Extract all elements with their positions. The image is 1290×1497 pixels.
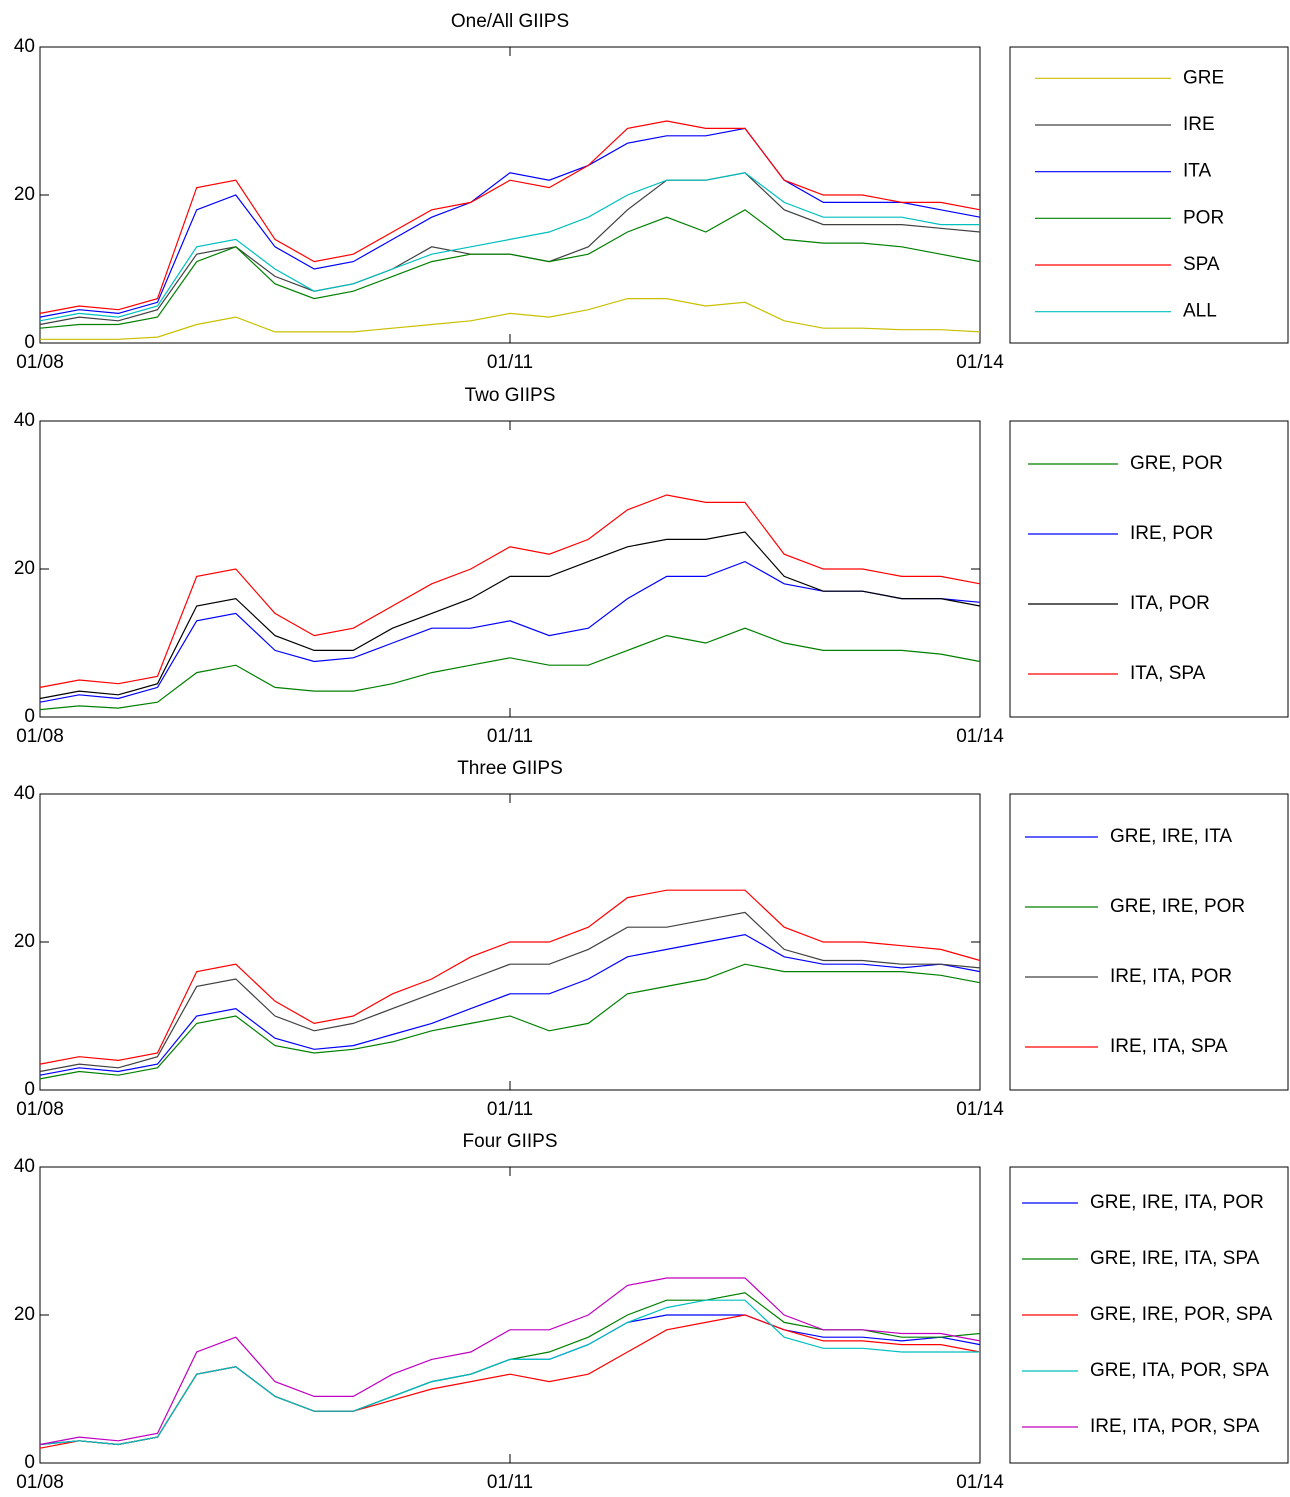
- series-line: [39, 531, 981, 700]
- legend-label: ITA, SPA: [1130, 663, 1206, 684]
- series-line: [39, 627, 981, 711]
- x-tick-label: 01/11: [487, 726, 533, 747]
- chart-title: One/All GIIPS: [451, 11, 569, 32]
- y-tick-label: 40: [14, 783, 35, 804]
- series-line: [39, 933, 981, 1076]
- x-tick-label: 01/08: [16, 1099, 64, 1120]
- legend-label: ITA, POR: [1130, 593, 1210, 614]
- series-line: [39, 1299, 980, 1446]
- x-tick-label: 01/14: [956, 726, 1004, 747]
- series-line: [40, 298, 981, 340]
- chart-title: Four GIIPS: [462, 1131, 557, 1152]
- x-tick-label: 01/11: [487, 1099, 533, 1120]
- chart-title: Two GIIPS: [465, 385, 556, 406]
- y-tick-label: 0: [24, 1452, 35, 1473]
- y-tick-label: 20: [14, 558, 35, 579]
- legend-box: [1009, 46, 1289, 344]
- y-tick-label: 20: [14, 184, 35, 205]
- chart-title: Three GIIPS: [457, 758, 563, 779]
- x-tick-label: 01/08: [16, 726, 64, 747]
- y-tick-label: 40: [14, 36, 35, 57]
- legend-label: GRE, IRE, ITA, POR: [1090, 1192, 1264, 1213]
- series-line: [39, 911, 981, 1073]
- y-tick-label: 0: [24, 332, 35, 353]
- legend-label: GRE, IRE, ITA, SPA: [1090, 1248, 1260, 1269]
- y-tick-label: 20: [14, 931, 35, 952]
- legend-label: GRE, POR: [1130, 453, 1223, 474]
- legend-label: IRE, ITA, POR: [1110, 966, 1232, 987]
- series-line: [39, 127, 981, 318]
- legend-label: SPA: [1183, 254, 1220, 275]
- legend-label: GRE, IRE, POR, SPA: [1090, 1304, 1273, 1325]
- x-tick-label: 01/11: [487, 1472, 533, 1493]
- y-tick-label: 0: [24, 1079, 35, 1100]
- y-tick-label: 40: [14, 1156, 35, 1177]
- legend-label: ITA: [1183, 161, 1211, 182]
- legend-label: GRE, ITA, POR, SPA: [1090, 1360, 1269, 1381]
- legend-label: GRE: [1183, 67, 1224, 88]
- series-line: [39, 889, 981, 1065]
- legend-box: [1009, 793, 1289, 1091]
- x-tick-label: 01/08: [16, 1472, 64, 1493]
- x-tick-label: 01/14: [956, 1472, 1004, 1493]
- series-line: [39, 209, 981, 329]
- legend-label: ALL: [1183, 301, 1217, 322]
- legend-label: IRE, ITA, SPA: [1110, 1036, 1228, 1057]
- series-line: [39, 120, 981, 314]
- legend-label: IRE, POR: [1130, 523, 1213, 544]
- plot-area: [39, 1166, 981, 1464]
- series-line: [39, 172, 980, 322]
- legend-label: GRE, IRE, POR: [1110, 896, 1245, 917]
- x-tick-label: 01/08: [16, 352, 64, 373]
- x-tick-label: 01/14: [956, 1099, 1004, 1120]
- legend-box: [1009, 420, 1289, 718]
- y-tick-label: 20: [14, 1304, 35, 1325]
- x-tick-label: 01/11: [487, 352, 533, 373]
- series-line: [39, 963, 981, 1080]
- legend-label: POR: [1183, 207, 1224, 228]
- y-tick-label: 0: [24, 706, 35, 727]
- legend-label: IRE, ITA, POR, SPA: [1090, 1416, 1260, 1437]
- y-tick-label: 40: [14, 410, 35, 431]
- series-line: [39, 1277, 981, 1446]
- legend-label: IRE: [1183, 114, 1215, 135]
- series-line: [39, 494, 981, 688]
- x-tick-label: 01/14: [956, 352, 1004, 373]
- legend-label: GRE, IRE, ITA: [1110, 826, 1232, 847]
